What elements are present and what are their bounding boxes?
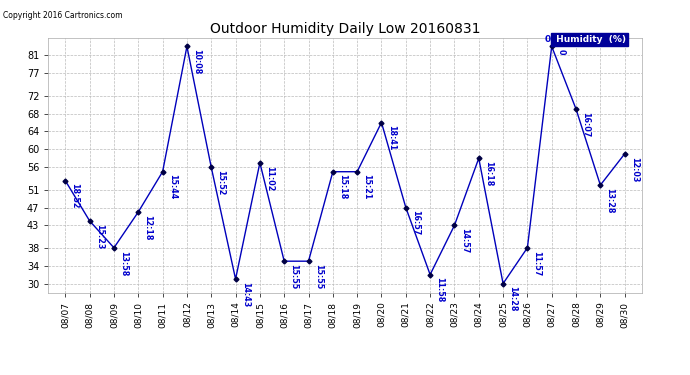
Text: 16:07: 16:07 (581, 112, 590, 137)
Text: 13:58: 13:58 (119, 251, 128, 276)
Text: 15:44: 15:44 (168, 174, 177, 200)
Text: 12:03: 12:03 (630, 157, 639, 182)
Text: 11:58: 11:58 (435, 278, 444, 303)
Text: 18:52: 18:52 (70, 183, 79, 209)
Text: 14:43: 14:43 (241, 282, 250, 307)
Text: 15:55: 15:55 (289, 264, 298, 289)
Text: 14:57: 14:57 (460, 228, 469, 254)
Text: 15:55: 15:55 (314, 264, 323, 289)
Text: 13:28: 13:28 (606, 188, 615, 213)
Text: 0: 0 (544, 35, 551, 44)
Text: 12:18: 12:18 (144, 215, 152, 240)
Text: 15:18: 15:18 (338, 174, 347, 200)
Text: 15:52: 15:52 (217, 170, 226, 195)
Text: 11:57: 11:57 (533, 251, 542, 276)
Text: 0: 0 (557, 49, 566, 55)
Text: Copyright 2016 Cartronics.com: Copyright 2016 Cartronics.com (3, 11, 123, 20)
Title: Outdoor Humidity Daily Low 20160831: Outdoor Humidity Daily Low 20160831 (210, 22, 480, 36)
Text: 11:02: 11:02 (265, 165, 274, 191)
Text: 16:57: 16:57 (411, 210, 420, 236)
Text: 15:21: 15:21 (362, 174, 371, 200)
Text: Humidity  (%): Humidity (%) (553, 35, 626, 44)
Text: 16:18: 16:18 (484, 161, 493, 186)
Text: 15:23: 15:23 (95, 224, 104, 249)
Text: 18:41: 18:41 (386, 125, 395, 151)
Text: 10:08: 10:08 (192, 49, 201, 75)
Text: 14:28: 14:28 (509, 286, 518, 312)
